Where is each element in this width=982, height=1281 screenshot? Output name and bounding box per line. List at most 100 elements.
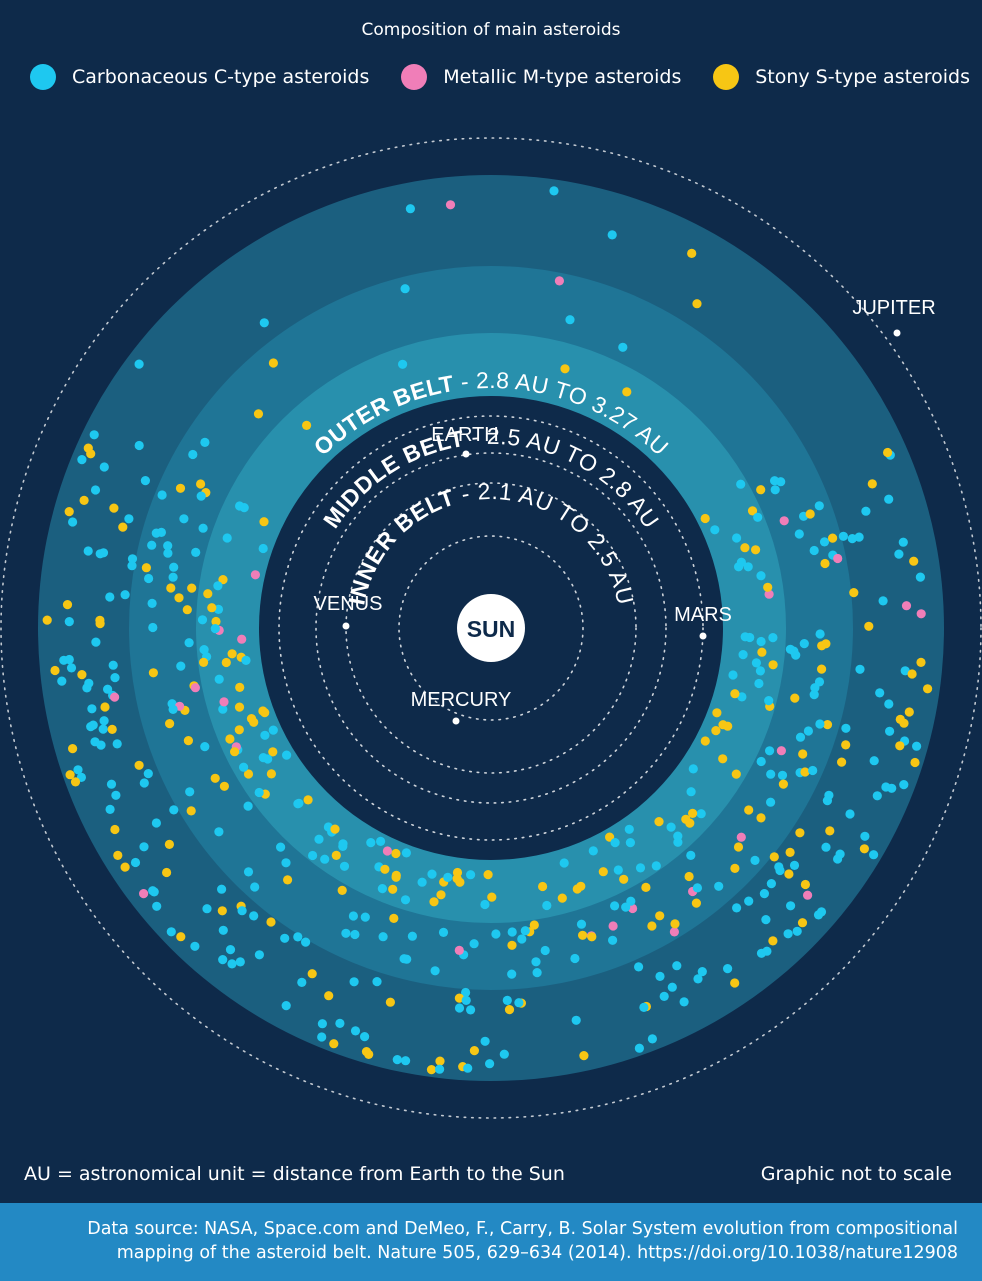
asteroid-dot bbox=[718, 754, 728, 764]
asteroid-dot bbox=[693, 974, 703, 984]
asteroid-dot bbox=[113, 850, 123, 861]
asteroid-dot bbox=[864, 621, 874, 631]
legend-item-m-type: Metallic M-type asteroids bbox=[401, 64, 681, 90]
asteroid-dot bbox=[819, 537, 830, 547]
asteroid-dot bbox=[130, 857, 141, 868]
asteroid-dot bbox=[540, 945, 550, 956]
asteroid-dot bbox=[140, 476, 150, 486]
m-type-dot-icon bbox=[401, 64, 428, 90]
asteroid-dot bbox=[881, 782, 891, 792]
asteroid-dot bbox=[364, 1049, 374, 1059]
asteroid-dot bbox=[281, 1001, 291, 1011]
asteroid-dot bbox=[258, 543, 268, 554]
asteroid-dot bbox=[196, 491, 206, 501]
asteroid-dot bbox=[302, 420, 312, 430]
asteroid-dot bbox=[139, 778, 149, 788]
asteroid-dot bbox=[761, 915, 771, 925]
asteroid-dot bbox=[139, 889, 149, 899]
asteroid-dot bbox=[469, 939, 479, 949]
asteroid-dot bbox=[622, 387, 632, 397]
asteroid-dot bbox=[350, 1026, 361, 1036]
asteroid-dot bbox=[777, 770, 788, 780]
asteroid-dot bbox=[62, 600, 73, 610]
asteroid-dot bbox=[400, 284, 410, 294]
asteroid-dot bbox=[800, 879, 811, 890]
asteroid-dot bbox=[833, 553, 843, 564]
asteroid-dot bbox=[280, 933, 290, 943]
asteroid-dot bbox=[266, 917, 276, 927]
asteroid-dot bbox=[186, 806, 196, 816]
asteroid-dot bbox=[821, 639, 831, 649]
asteroid-dot bbox=[376, 836, 386, 847]
asteroid-dot bbox=[766, 797, 776, 807]
asteroid-dot bbox=[202, 904, 212, 914]
asteroid-dot bbox=[483, 870, 493, 880]
asteroid-dot bbox=[197, 615, 208, 625]
jupiter-dot bbox=[893, 329, 901, 337]
asteroid-dot bbox=[681, 814, 691, 824]
asteroid-dot bbox=[625, 838, 636, 848]
asteroid-dot bbox=[281, 858, 291, 868]
asteroid-dot bbox=[529, 920, 539, 930]
asteroid-dot bbox=[134, 359, 144, 369]
asteroid-dot bbox=[407, 931, 417, 941]
asteroid-dot bbox=[68, 517, 78, 527]
asteroid-dot bbox=[855, 664, 865, 674]
asteroid-dot bbox=[697, 967, 707, 977]
asteroid-dot bbox=[227, 959, 237, 969]
asteroid-dot bbox=[847, 534, 857, 544]
asteroid-dot bbox=[814, 501, 824, 511]
asteroid-dot bbox=[225, 734, 235, 744]
jupiter-label: JUPITER bbox=[852, 297, 935, 319]
asteroid-dot bbox=[152, 901, 162, 911]
asteroid-dot bbox=[626, 896, 636, 906]
asteroid-dot bbox=[341, 928, 351, 938]
asteroid-dot bbox=[391, 870, 401, 881]
asteroid-dot bbox=[607, 230, 617, 240]
asteroid-dot bbox=[335, 1018, 345, 1028]
asteroid-dot bbox=[792, 926, 802, 936]
asteroid-dot bbox=[392, 1055, 402, 1065]
asteroid-dot bbox=[753, 512, 763, 522]
asteroid-dot bbox=[907, 669, 917, 679]
asteroid-dot bbox=[241, 655, 251, 666]
asteroid-dot bbox=[765, 746, 775, 756]
asteroid-dot bbox=[317, 1032, 327, 1042]
asteroid-dot bbox=[401, 1056, 411, 1066]
asteroid-dot bbox=[230, 747, 240, 757]
asteroid-dot bbox=[260, 730, 270, 740]
asteroid-dot bbox=[314, 834, 324, 844]
asteroid-dot bbox=[732, 533, 742, 543]
asteroid-dot bbox=[83, 443, 93, 453]
asteroid-dot bbox=[268, 747, 278, 757]
asteroid-dot bbox=[249, 911, 259, 921]
asteroid-dot bbox=[90, 737, 100, 747]
asteroid-belt-diagram: SUN MERCURY VENUS EARTH MARS JUPITER OUT… bbox=[0, 137, 982, 1119]
asteroid-dot bbox=[824, 790, 834, 800]
asteroid-dot bbox=[517, 934, 527, 944]
asteroid-dot bbox=[766, 769, 776, 779]
asteroid-dot bbox=[815, 719, 825, 729]
asteroid-dot bbox=[507, 927, 517, 937]
asteroid-dot bbox=[783, 929, 793, 939]
sun-label: SUN bbox=[467, 616, 516, 642]
asteroid-dot bbox=[258, 753, 268, 763]
asteroid-dot bbox=[243, 867, 254, 877]
asteroid-dot bbox=[785, 847, 795, 858]
asteroid-dot bbox=[769, 852, 779, 862]
asteroid-dot bbox=[485, 1059, 495, 1069]
asteroid-dot bbox=[430, 966, 440, 976]
asteroid-dot bbox=[162, 867, 172, 878]
asteroid-dot bbox=[869, 756, 879, 766]
asteroid-dot bbox=[845, 809, 855, 819]
asteroid-dot bbox=[766, 879, 777, 889]
asteroid-dot bbox=[764, 589, 774, 599]
asteroid-dot bbox=[639, 1002, 649, 1013]
asteroid-dot bbox=[237, 906, 247, 916]
asteroid-dot bbox=[219, 697, 229, 707]
asteroid-dot bbox=[542, 900, 552, 911]
asteroid-dot bbox=[443, 872, 453, 883]
asteroid-dot bbox=[794, 529, 804, 539]
asteroid-dot bbox=[308, 850, 318, 861]
asteroid-dot bbox=[73, 765, 83, 775]
